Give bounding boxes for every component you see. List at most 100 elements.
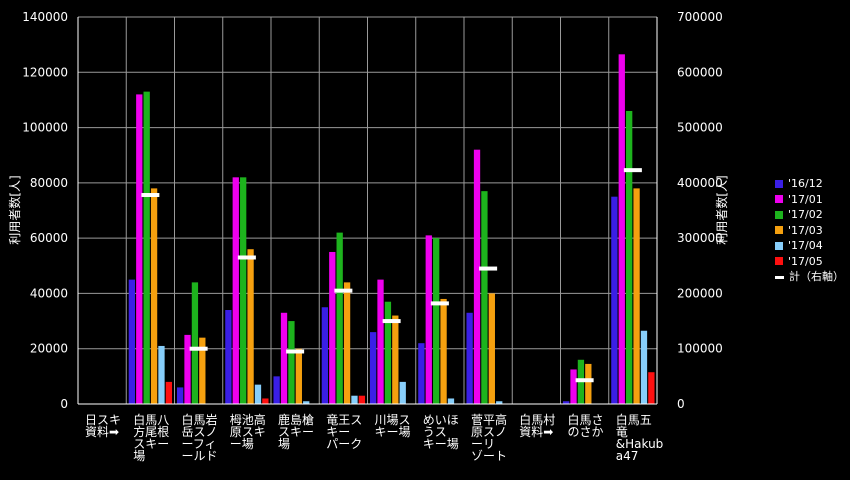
bar <box>369 332 377 404</box>
bar <box>128 279 136 404</box>
bar <box>321 307 329 404</box>
legend-item: '17/05 <box>775 254 844 270</box>
y-tick-label-right: 400000 <box>677 176 723 190</box>
bar <box>418 343 425 404</box>
legend-label: 計（右軸） <box>789 270 844 283</box>
bar <box>176 387 184 404</box>
bar <box>288 321 295 404</box>
bar <box>254 384 262 404</box>
bar <box>447 398 455 404</box>
bar <box>247 249 254 404</box>
legend-swatch <box>775 257 783 266</box>
legend-swatch <box>775 195 783 204</box>
x-tick-label: 鹿島槍スキー場 <box>278 412 314 451</box>
bar <box>225 310 232 404</box>
bar <box>585 363 592 404</box>
bar <box>343 282 351 404</box>
x-tick-label: めいほうスキー場 <box>423 413 459 451</box>
bar <box>329 251 336 404</box>
x-tick-label: 菅平高原スノーリゾート <box>471 412 507 463</box>
total-marker <box>286 349 305 354</box>
bar <box>570 369 577 404</box>
x-tick-label: 白馬五竜&Hakub a47 <box>616 412 664 463</box>
x-tick-label: 白馬八方尾根スキー場 <box>133 412 169 463</box>
total-marker <box>575 378 594 383</box>
bar <box>295 348 302 404</box>
bar <box>466 312 473 404</box>
legend-item: '17/04 <box>775 238 844 254</box>
legend-swatch <box>775 210 783 219</box>
bar <box>377 279 384 404</box>
y-tick-label-right: 300000 <box>677 231 723 245</box>
legend-swatch <box>775 241 783 250</box>
bar <box>640 330 648 404</box>
y-tick-label-left: 40000 <box>30 286 68 300</box>
y-tick-label-left: 80000 <box>30 176 68 190</box>
axes <box>77 17 658 405</box>
x-tick-label: 竜王スキーパーク <box>326 413 362 451</box>
bar <box>433 238 440 404</box>
bar <box>358 395 366 404</box>
bar <box>158 345 165 404</box>
legend-label: '16/12 <box>788 177 823 190</box>
legend-item: '17/03 <box>775 223 844 239</box>
category-labels: 日スキ資料➡ 白馬八方尾根スキー場白馬岩岳スノーフィールド栂池高原スキー場鹿島槍ス… <box>85 412 663 463</box>
legend-item: '17/01 <box>775 192 844 208</box>
y-axis-label-right: 利用者数[人] <box>714 175 729 244</box>
y-tick-label-left: 100000 <box>22 121 68 135</box>
x-tick-label: 白馬岩岳スノーフィールド <box>182 412 218 463</box>
bar <box>136 94 143 405</box>
bar <box>384 301 392 404</box>
y-tick-label-right: 700000 <box>677 10 723 24</box>
bars <box>128 54 655 405</box>
y-tick-label-right: 100000 <box>677 342 723 356</box>
bar <box>399 381 406 404</box>
bar <box>626 110 633 404</box>
legend-item: '17/02 <box>775 207 844 223</box>
x-tick-label: 川場スキー場 <box>375 413 411 439</box>
bar <box>280 312 288 404</box>
bar <box>611 196 618 404</box>
total-marker <box>382 319 401 324</box>
legend-swatch <box>775 275 784 279</box>
y-tick-label-right: 200000 <box>677 286 723 300</box>
y-axis-label-left: 利用者数[人] <box>7 175 22 244</box>
bar <box>150 188 158 404</box>
legend-label: '17/05 <box>788 254 823 268</box>
legend-item: '16/12 <box>775 176 844 192</box>
total-marker <box>430 301 449 306</box>
legend: '16/12 '17/01 '17/02 '17/03 '17/04 '17/05 計（右軸… <box>775 176 844 285</box>
y-tick-label-left: 140000 <box>22 10 68 24</box>
y-tick-label-left: 20000 <box>30 342 68 356</box>
x-tick-label: 栂池高原スキー場 <box>230 412 266 451</box>
legend-swatch <box>775 179 783 188</box>
y-tick-label-right: 0 <box>677 397 685 411</box>
total-marker <box>141 193 160 198</box>
bar <box>273 376 280 404</box>
y-tick-label-right: 500000 <box>677 121 723 135</box>
bar <box>425 235 432 404</box>
total-marker <box>623 168 642 173</box>
bar <box>473 149 481 404</box>
bar <box>184 334 191 404</box>
legend-swatch <box>775 226 783 235</box>
bar <box>496 401 503 404</box>
bar <box>262 398 269 404</box>
bar <box>648 372 655 404</box>
y-tick-label-left: 120000 <box>22 65 68 79</box>
legend-label: '17/02 <box>788 208 823 221</box>
bar <box>562 401 570 404</box>
x-tick-label: 白馬さのさか <box>568 412 604 439</box>
right-tick-labels: 0 100000 200000 300000 400000 500000 600000 700… <box>677 10 723 411</box>
legend-label: '17/04 <box>788 239 823 252</box>
left-tick-labels: 0 20000 40000 60000 80000 100000 120000 140000 <box>22 10 68 411</box>
total-marker <box>334 288 353 293</box>
bar <box>303 401 310 404</box>
y-tick-label-right: 600000 <box>677 65 723 79</box>
legend-label: '17/01 <box>788 192 823 206</box>
total-markers <box>141 168 642 383</box>
y-tick-label-left: 0 <box>60 397 68 411</box>
bar <box>633 188 640 404</box>
bar <box>481 191 488 404</box>
